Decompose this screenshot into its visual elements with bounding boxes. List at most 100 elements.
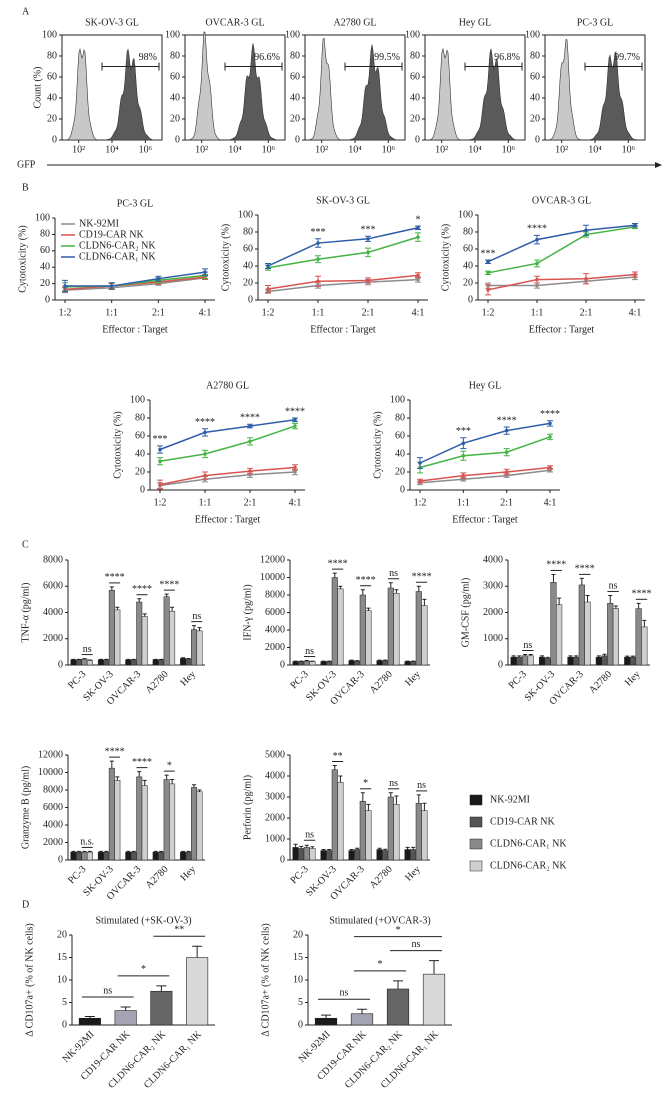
y-tick-label: 100	[525, 29, 540, 40]
bar	[70, 659, 77, 666]
y-tick-label: 60	[395, 430, 405, 441]
y-tick-label: 8000	[265, 589, 285, 600]
significance-label: ****	[356, 575, 376, 586]
point	[248, 424, 252, 428]
error-bar	[602, 653, 607, 656]
error-bar	[366, 607, 371, 611]
bar	[141, 616, 148, 666]
y-tick-label: 12000	[260, 554, 285, 565]
x-tick-label: 1:2	[482, 307, 495, 318]
bar	[86, 660, 93, 666]
y-tick-label: 60	[135, 430, 145, 441]
significance-label: ns	[192, 611, 201, 622]
y-tick-label: 6000	[265, 607, 285, 618]
point	[535, 261, 539, 266]
bar	[415, 591, 422, 666]
y-tick-label: 0	[62, 1019, 67, 1030]
y-tick-label: 0	[175, 134, 180, 145]
series-line	[488, 276, 636, 287]
x-tick-label: 2:1	[362, 307, 375, 318]
significance-label: ****	[132, 584, 152, 595]
bar	[376, 849, 383, 861]
bar	[141, 785, 148, 861]
significance-label: ns	[305, 646, 314, 657]
series-line	[419, 466, 551, 482]
chart-title: A2780 GL	[206, 380, 249, 391]
bar	[404, 661, 411, 666]
point	[416, 277, 420, 282]
legend-label: NK-92MI	[79, 218, 119, 229]
error-bar	[115, 776, 120, 781]
y-tick-label: 1000	[265, 833, 285, 844]
bar	[550, 582, 557, 666]
significance-label: ***	[456, 426, 471, 437]
bar	[629, 656, 637, 666]
point	[535, 283, 539, 288]
bar	[510, 656, 517, 666]
series-line	[267, 278, 419, 293]
significance-label: **	[174, 925, 184, 936]
error-bar	[394, 589, 399, 594]
y-tick-label: 100	[458, 209, 473, 220]
histogram-shape	[545, 51, 646, 141]
series-line	[267, 274, 419, 290]
point	[266, 264, 270, 268]
x-tick-label: 1:2	[262, 307, 275, 318]
bar	[326, 850, 333, 861]
y-tick-label: 20	[40, 278, 50, 289]
error-bar	[192, 945, 203, 958]
y-tick-label: 15	[57, 952, 67, 963]
series-line	[267, 236, 419, 269]
error-bar	[355, 847, 360, 850]
error-bar	[568, 655, 573, 658]
point	[156, 276, 161, 281]
error-bar	[181, 850, 186, 853]
x-tick-label: 2:1	[152, 307, 165, 318]
significance-label: ns	[83, 644, 92, 655]
error-bar	[585, 594, 590, 602]
y-tick-label: 20	[395, 466, 405, 477]
point	[366, 250, 370, 255]
error-bar	[332, 572, 337, 578]
error-bar	[82, 850, 87, 853]
histogram-shape	[425, 48, 526, 141]
point	[504, 470, 509, 474]
error-bar	[394, 795, 399, 805]
series-line	[419, 436, 551, 469]
y-tick-label: 0	[58, 854, 63, 865]
bar	[365, 810, 372, 861]
y-tick-label: 20	[410, 113, 420, 124]
error-bar	[360, 792, 365, 802]
point	[535, 277, 539, 282]
y-tick-label: 80	[410, 50, 420, 61]
y-tick-label: 80	[135, 412, 145, 423]
series-line	[487, 226, 636, 274]
y-tick-label: 10	[293, 974, 303, 985]
y-axis-label: TNF-α (pg/ml)	[20, 583, 31, 643]
bar	[292, 661, 299, 666]
bar	[180, 658, 187, 666]
point	[109, 284, 114, 288]
error-bar	[332, 765, 337, 770]
legend-label: CD19-CAR NK	[490, 816, 556, 827]
x-tick-label: 2:1	[500, 497, 513, 508]
y-tick-label: 2000	[265, 642, 285, 653]
bar	[595, 656, 602, 666]
y-tick-label: 100	[42, 29, 57, 40]
bar	[75, 851, 82, 861]
bar	[196, 791, 203, 861]
point	[416, 273, 420, 278]
bar	[314, 1017, 338, 1026]
error-bar	[511, 655, 516, 658]
bar	[158, 851, 165, 861]
y-tick-label: 12000	[38, 749, 63, 760]
error-bar	[517, 655, 522, 658]
y-tick-label: 80	[243, 226, 253, 237]
bar	[404, 849, 411, 861]
significance-label: ***	[481, 248, 496, 259]
error-bar	[181, 657, 186, 659]
error-bar	[76, 850, 81, 853]
error-bar	[170, 779, 175, 784]
x-tick-label: 2:1	[580, 307, 593, 318]
